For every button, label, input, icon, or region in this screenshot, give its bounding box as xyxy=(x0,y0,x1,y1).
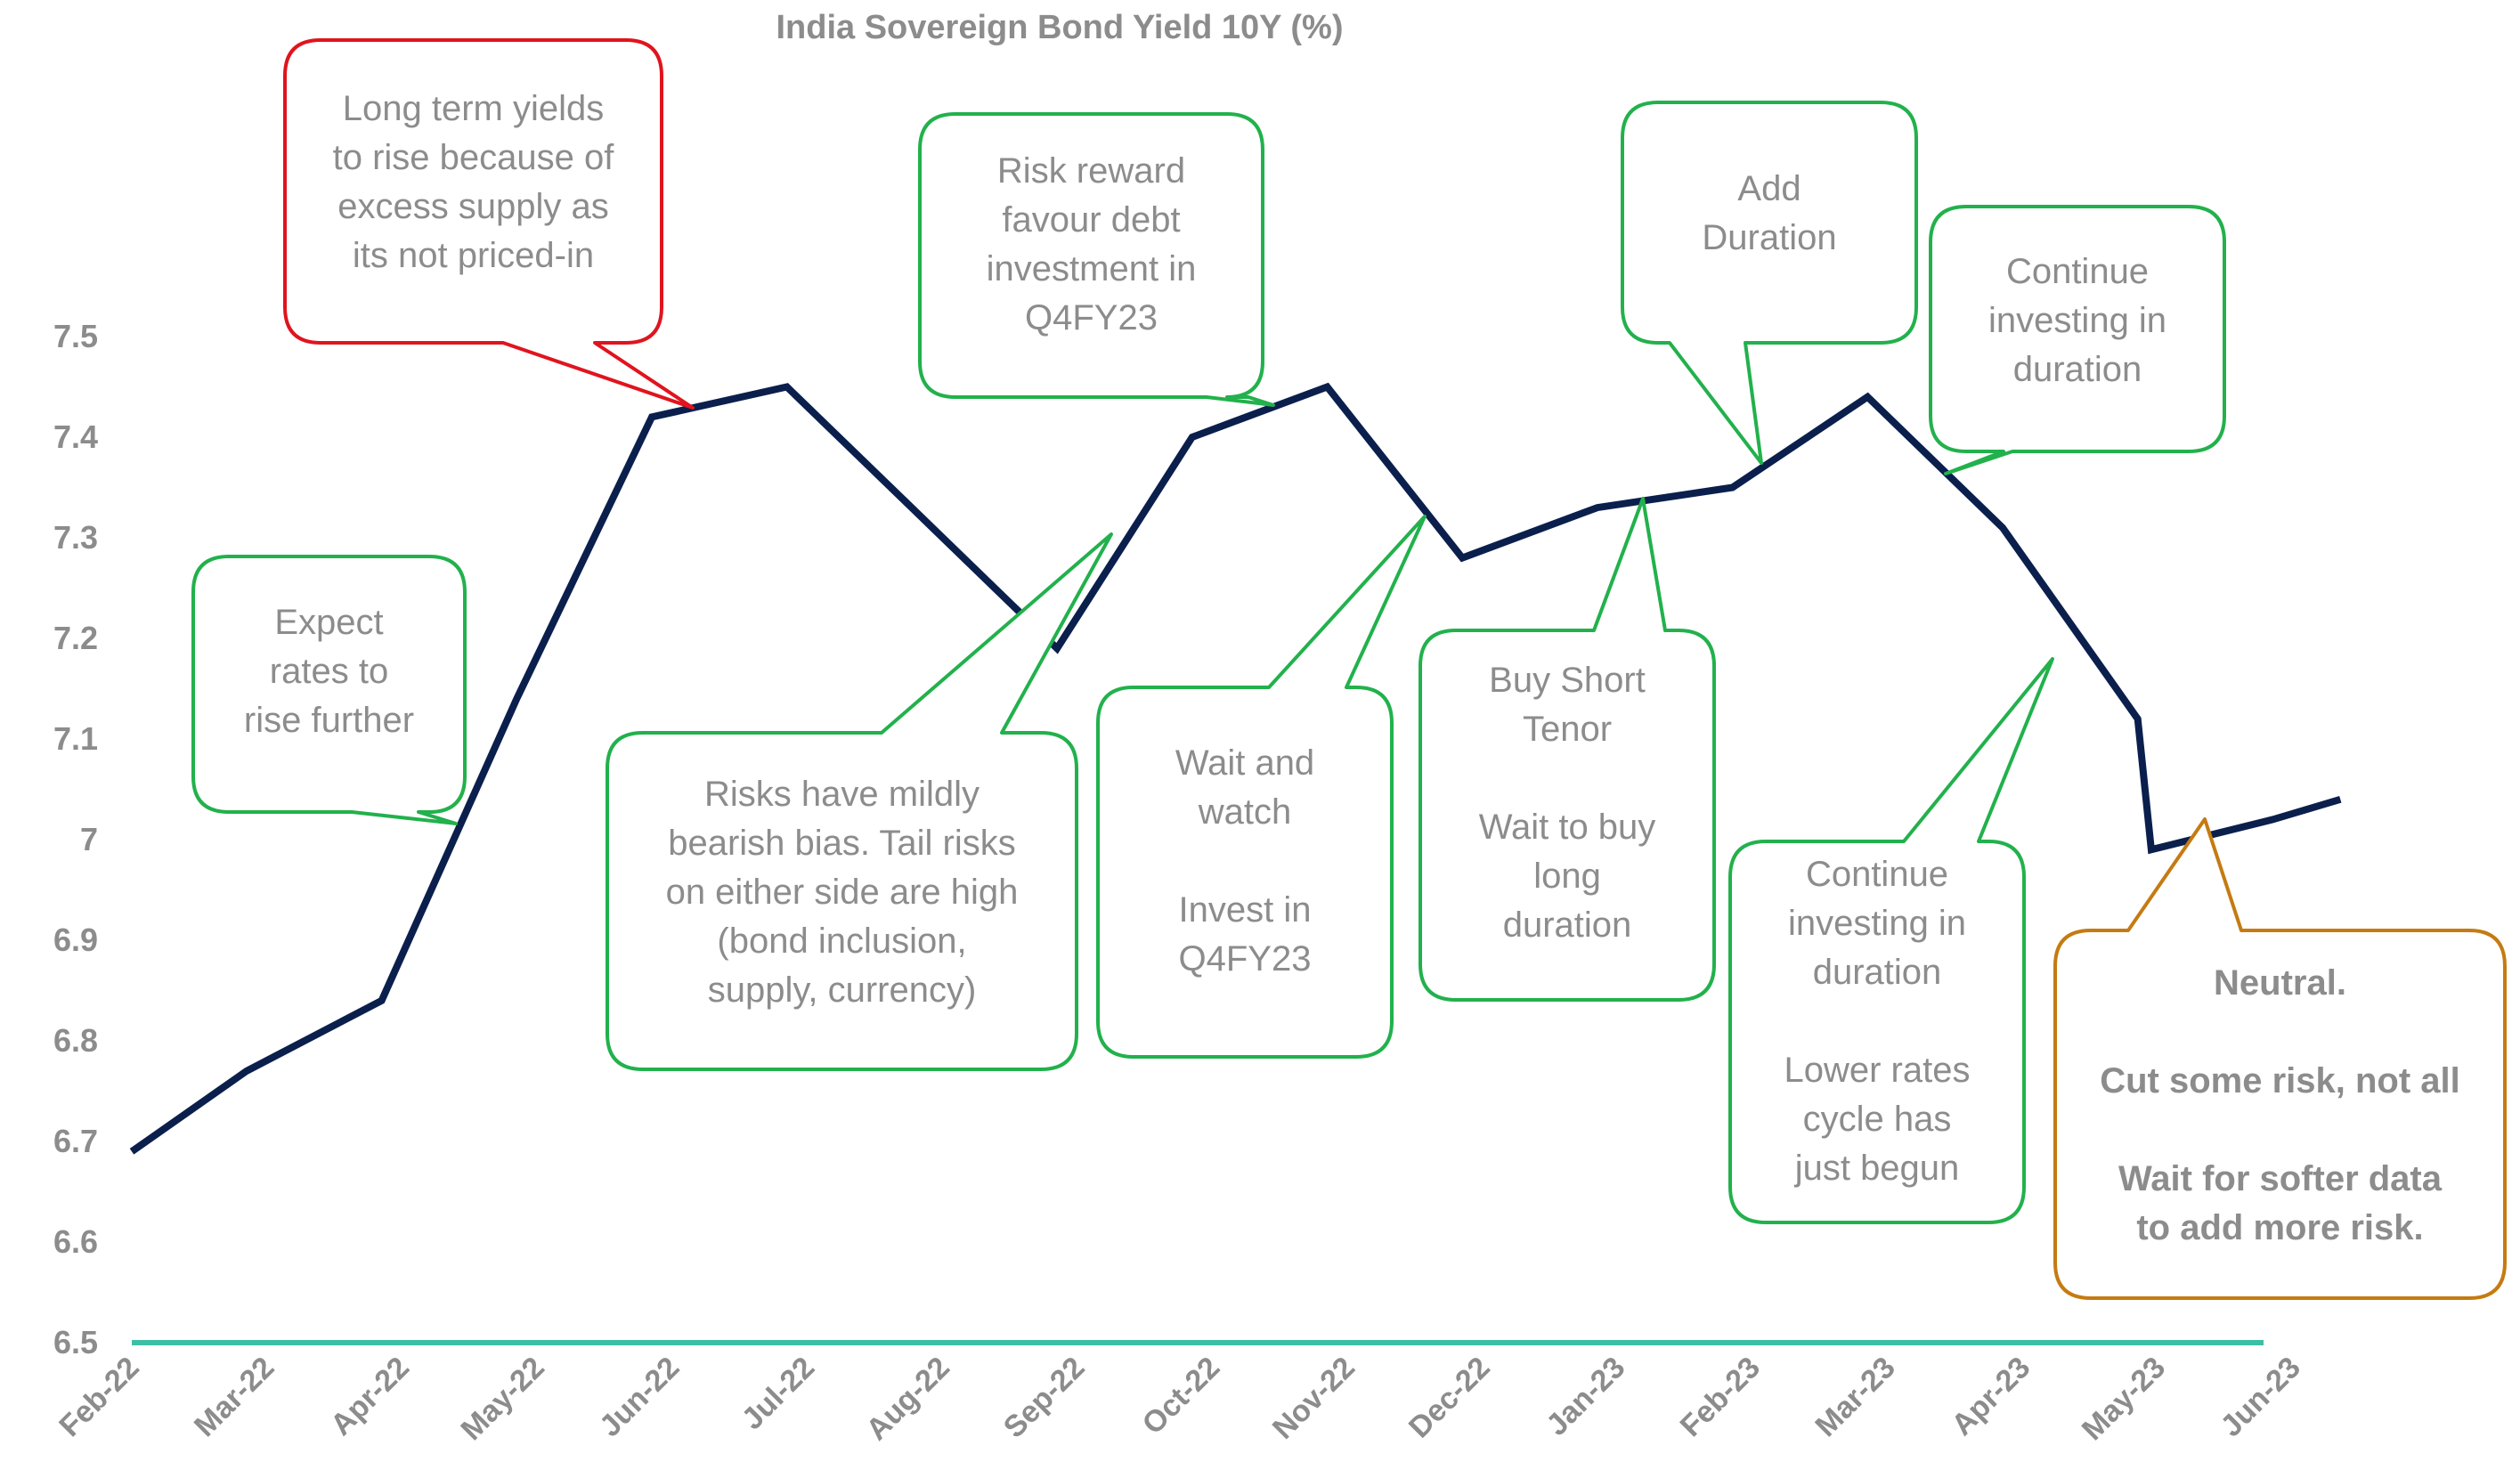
callout-line: favour debt xyxy=(1002,200,1180,240)
callout-line: just begun xyxy=(1794,1149,1960,1188)
callout-wait-and-watch: Wait and watch Invest in Q4FY23 xyxy=(1096,515,1427,1059)
callout-line: Risks have mildly xyxy=(704,775,980,814)
callout-line: Wait and xyxy=(1175,743,1314,783)
x-tick-label: May-22 xyxy=(454,1351,550,1447)
callout-line: Tenor xyxy=(1523,710,1612,749)
callout-border xyxy=(1419,497,1716,1002)
callout-line: long xyxy=(1533,857,1601,896)
y-tick-label: 6.8 xyxy=(53,1022,98,1059)
callout-border xyxy=(1096,515,1427,1059)
y-tick-label: 7.4 xyxy=(53,418,98,455)
x-tick-label: Feb-23 xyxy=(1674,1351,1767,1443)
y-tick-label: 7 xyxy=(80,821,98,857)
callout-line: Risk reward xyxy=(997,151,1185,191)
callout-line: rates to xyxy=(270,652,388,691)
y-tick-label: 6.5 xyxy=(53,1324,98,1360)
x-tick-label: Apr-23 xyxy=(1945,1351,2036,1442)
callout-line: duration xyxy=(2013,350,2142,389)
callout-line: bearish bias. Tail risks xyxy=(668,824,1016,863)
callout-line: excess supply as xyxy=(337,187,609,226)
callout-line: Q4FY23 xyxy=(1179,939,1312,979)
callout-line: Buy Short xyxy=(1489,661,1646,700)
y-tick-label: 7.2 xyxy=(53,620,98,656)
callout-line: on either side are high xyxy=(666,873,1019,912)
x-tick-label: Nov-22 xyxy=(1266,1351,1362,1446)
callout-line: Neutral. xyxy=(2214,963,2346,1003)
callout-continue-investing-top: Continue investing in duration xyxy=(1929,205,2226,475)
y-tick-label: 7.3 xyxy=(53,519,98,556)
callout-continue-investing-lower: Continue investing in duration Lower rates c… xyxy=(1728,657,2054,1224)
x-tick-label: Oct-22 xyxy=(1136,1351,1227,1441)
y-tick-label: 7.5 xyxy=(53,318,98,354)
callout-line: Wait to buy xyxy=(1479,808,1656,847)
callout-line: Lower rates xyxy=(1784,1051,1971,1090)
callout-line: supply, currency) xyxy=(708,970,977,1010)
callout-neutral: Neutral. Cut some risk, not all Wait for s… xyxy=(2053,817,2507,1300)
callout-line: to rise because of xyxy=(333,138,615,177)
callout-line: investing in xyxy=(1788,904,1966,943)
x-tick-label: Jan-23 xyxy=(1540,1351,1631,1442)
x-tick-label: Jul-22 xyxy=(736,1351,821,1436)
x-tick-label: Feb-22 xyxy=(53,1351,145,1443)
y-tick-label: 7.1 xyxy=(53,720,98,757)
x-tick-label: Mar-23 xyxy=(1809,1351,1901,1443)
x-tick-label: Dec-22 xyxy=(1402,1351,1497,1445)
callout-border xyxy=(1621,101,1918,465)
callout-border xyxy=(1929,205,2226,475)
callout-add-duration: Add Duration xyxy=(1621,101,1918,465)
callout-line: Expect xyxy=(274,603,383,642)
callout-expect-rates: Expect rates to rise further xyxy=(191,555,467,825)
callout-border xyxy=(2053,817,2507,1300)
callout-line: its not priced-in xyxy=(353,236,594,275)
callout-line: to add more risk. xyxy=(2136,1208,2423,1247)
callout-line: (bond inclusion, xyxy=(717,922,966,961)
callout-line: investing in xyxy=(1988,301,2166,340)
x-tick-label: Sep-22 xyxy=(997,1351,1092,1445)
callout-border xyxy=(1728,657,2054,1224)
x-tick-label: Apr-22 xyxy=(324,1351,416,1442)
y-tick-label: 6.9 xyxy=(53,922,98,958)
callout-line: Long term yields xyxy=(343,89,604,128)
callout-line: Invest in xyxy=(1179,890,1312,930)
callout-border xyxy=(283,38,695,410)
callout-line: Wait for softer data xyxy=(2118,1159,2443,1198)
callout-line: Continue xyxy=(1806,855,1948,894)
callouts-group: Expect rates to rise further Long term yiel… xyxy=(191,38,2507,1300)
series-group xyxy=(129,382,2342,1155)
callout-line: Q4FY23 xyxy=(1025,298,1158,337)
callout-line: watch xyxy=(1198,792,1292,832)
callout-buy-short-tenor: Buy Short Tenor Wait to buy long duration xyxy=(1419,497,1716,1002)
x-tick-label: Aug-22 xyxy=(860,1351,956,1447)
y-tick-label: 6.7 xyxy=(53,1123,98,1159)
callout-border xyxy=(918,112,1275,407)
callout-line: Continue xyxy=(2006,252,2149,291)
x-axis: Feb-22 Mar-22 Apr-22 May-22 Jun-22 Jul-22 Aug-… xyxy=(53,1351,2307,1447)
callout-border xyxy=(606,532,1113,1071)
y-tick-label: 6.6 xyxy=(53,1223,98,1260)
callout-line: rise further xyxy=(244,701,414,740)
x-tick-label: Mar-22 xyxy=(188,1351,280,1443)
y-axis: 7.5 7.4 7.3 7.2 7.1 7 6.9 6.8 6.7 6.6 6.5 xyxy=(53,318,98,1360)
x-tick-label: Jun-23 xyxy=(2214,1351,2306,1443)
callout-line: investment in xyxy=(987,249,1197,288)
callout-long-term-yields: Long term yields to rise because of excess… xyxy=(283,38,695,410)
chart-title: India Sovereign Bond Yield 10Y (%) xyxy=(776,9,1343,46)
x-tick-label: May-23 xyxy=(2076,1351,2172,1447)
callout-line: Cut some risk, not all xyxy=(2100,1061,2460,1100)
series-line-0 xyxy=(129,382,2342,1155)
callout-risk-reward: Risk reward favour debt investment in Q4FY2… xyxy=(918,112,1275,407)
callout-line: Duration xyxy=(1702,218,1836,257)
callout-line: duration xyxy=(1503,905,1632,945)
callout-risks-mildly-bearish: Risks have mildly bearish bias. Tail risk… xyxy=(606,532,1113,1071)
callout-line: Add xyxy=(1737,169,1801,208)
x-tick-label: Jun-22 xyxy=(593,1351,686,1443)
callout-line: duration xyxy=(1813,953,1942,992)
callout-line: cycle has xyxy=(1803,1100,1952,1139)
callout-border xyxy=(191,555,467,825)
